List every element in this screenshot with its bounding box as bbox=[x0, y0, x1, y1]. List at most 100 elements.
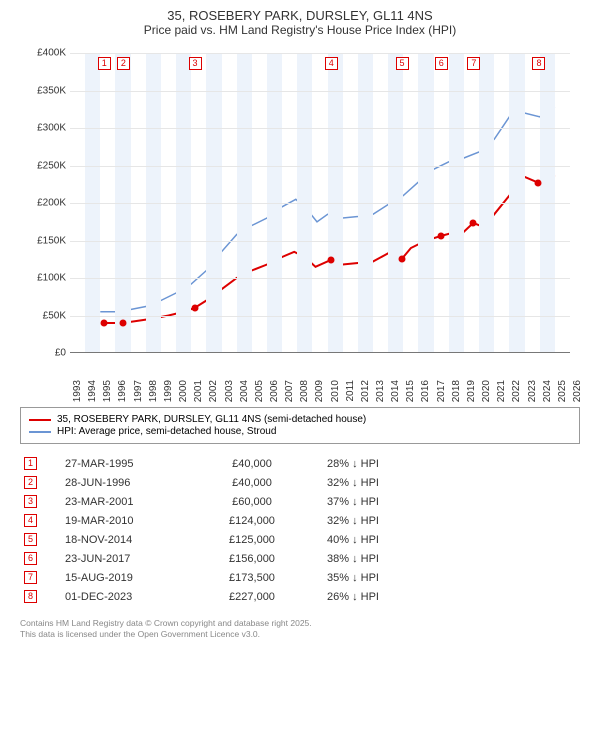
row-marker: 4 bbox=[24, 514, 37, 527]
title-subtitle: Price paid vs. HM Land Registry's House … bbox=[10, 23, 590, 37]
sales-table: 127-MAR-1995£40,00028% ↓ HPI 228-JUN-1996… bbox=[20, 454, 580, 606]
row-diff: 37% ↓ HPI bbox=[317, 496, 447, 508]
x-axis-label: 2006 bbox=[269, 380, 280, 402]
table-row: 715-AUG-2019£173,50035% ↓ HPI bbox=[20, 568, 580, 587]
row-marker: 8 bbox=[24, 590, 37, 603]
legend-item-hpi: HPI: Average price, semi-detached house,… bbox=[29, 426, 571, 437]
x-axis-label: 1993 bbox=[72, 380, 83, 402]
x-axis-label: 2021 bbox=[496, 380, 507, 402]
x-axis-label: 2024 bbox=[542, 380, 553, 402]
x-axis-label: 2013 bbox=[375, 380, 386, 402]
sale-datapoint bbox=[398, 256, 405, 263]
x-axis-label: 2026 bbox=[572, 380, 583, 402]
sale-datapoint bbox=[119, 320, 126, 327]
row-marker: 2 bbox=[24, 476, 37, 489]
row-date: 27-MAR-1995 bbox=[37, 458, 187, 470]
x-axis-label: 2017 bbox=[436, 380, 447, 402]
legend-swatch-blue bbox=[29, 431, 51, 433]
row-price: £60,000 bbox=[187, 496, 317, 508]
row-price: £124,000 bbox=[187, 515, 317, 527]
row-diff: 32% ↓ HPI bbox=[317, 477, 447, 489]
sale-datapoint bbox=[327, 257, 334, 264]
row-date: 18-NOV-2014 bbox=[37, 534, 187, 546]
y-gridline bbox=[70, 278, 570, 279]
x-axis-label: 1994 bbox=[87, 380, 98, 402]
y-axis-label: £350K bbox=[20, 85, 66, 96]
y-axis-label: £0 bbox=[20, 348, 66, 359]
legend: 35, ROSEBERY PARK, DURSLEY, GL11 4NS (se… bbox=[20, 407, 580, 444]
x-axis-label: 2012 bbox=[360, 380, 371, 402]
y-gridline bbox=[70, 203, 570, 204]
footer-copyright: Contains HM Land Registry data © Crown c… bbox=[20, 618, 580, 629]
y-axis-label: £250K bbox=[20, 160, 66, 171]
x-axis-label: 2005 bbox=[254, 380, 265, 402]
row-date: 28-JUN-1996 bbox=[37, 477, 187, 489]
y-axis-label: £50K bbox=[20, 310, 66, 321]
x-axis-label: 2011 bbox=[345, 380, 356, 402]
x-axis-label: 2025 bbox=[557, 380, 568, 402]
row-price: £156,000 bbox=[187, 553, 317, 565]
table-row: 801-DEC-2023£227,00026% ↓ HPI bbox=[20, 587, 580, 606]
x-axis-label: 2001 bbox=[193, 380, 204, 402]
sale-marker: 6 bbox=[435, 57, 448, 70]
row-diff: 28% ↓ HPI bbox=[317, 458, 447, 470]
sale-datapoint bbox=[100, 320, 107, 327]
row-marker: 1 bbox=[24, 457, 37, 470]
y-gridline bbox=[70, 241, 570, 242]
y-gridline bbox=[70, 316, 570, 317]
sale-marker: 3 bbox=[189, 57, 202, 70]
plot-area: 12345678 bbox=[70, 53, 570, 353]
y-axis-label: £300K bbox=[20, 123, 66, 134]
row-marker: 5 bbox=[24, 533, 37, 546]
x-axis-label: 2019 bbox=[466, 380, 477, 402]
row-marker: 6 bbox=[24, 552, 37, 565]
sale-datapoint bbox=[191, 305, 198, 312]
x-axis-label: 1997 bbox=[133, 380, 144, 402]
x-axis-label: 2022 bbox=[511, 380, 522, 402]
row-diff: 32% ↓ HPI bbox=[317, 515, 447, 527]
y-gridline bbox=[70, 91, 570, 92]
table-row: 623-JUN-2017£156,00038% ↓ HPI bbox=[20, 549, 580, 568]
row-price: £40,000 bbox=[187, 458, 317, 470]
row-price: £227,000 bbox=[187, 591, 317, 603]
x-axis-label: 1998 bbox=[148, 380, 159, 402]
sale-marker: 2 bbox=[117, 57, 130, 70]
row-date: 15-AUG-2019 bbox=[37, 572, 187, 584]
legend-item-price-paid: 35, ROSEBERY PARK, DURSLEY, GL11 4NS (se… bbox=[29, 414, 571, 425]
row-date: 19-MAR-2010 bbox=[37, 515, 187, 527]
x-axis-label: 2009 bbox=[314, 380, 325, 402]
footer: Contains HM Land Registry data © Crown c… bbox=[20, 618, 580, 640]
row-marker: 3 bbox=[24, 495, 37, 508]
x-axis-label: 2018 bbox=[451, 380, 462, 402]
legend-swatch-red bbox=[29, 419, 51, 421]
y-gridline bbox=[70, 166, 570, 167]
x-axis-label: 2004 bbox=[239, 380, 250, 402]
chart: 12345678 £0£50K£100K£150K£200K£250K£300K… bbox=[20, 43, 580, 403]
y-axis-label: £400K bbox=[20, 48, 66, 59]
x-axis-label: 1996 bbox=[117, 380, 128, 402]
sale-marker: 1 bbox=[98, 57, 111, 70]
x-axis-label: 2023 bbox=[527, 380, 538, 402]
chart-container: 35, ROSEBERY PARK, DURSLEY, GL11 4NS Pri… bbox=[0, 0, 600, 650]
sale-datapoint bbox=[535, 179, 542, 186]
sale-marker: 5 bbox=[396, 57, 409, 70]
row-date: 23-JUN-2017 bbox=[37, 553, 187, 565]
y-gridline bbox=[70, 128, 570, 129]
row-marker: 7 bbox=[24, 571, 37, 584]
table-row: 127-MAR-1995£40,00028% ↓ HPI bbox=[20, 454, 580, 473]
title-address: 35, ROSEBERY PARK, DURSLEY, GL11 4NS bbox=[10, 8, 590, 23]
x-axis-label: 2002 bbox=[208, 380, 219, 402]
footer-licence: This data is licensed under the Open Gov… bbox=[20, 629, 580, 640]
x-axis-label: 2000 bbox=[178, 380, 189, 402]
x-axis-label: 2010 bbox=[330, 380, 341, 402]
x-axis-label: 2007 bbox=[284, 380, 295, 402]
x-axis-label: 2014 bbox=[390, 380, 401, 402]
x-axis-label: 1999 bbox=[163, 380, 174, 402]
row-date: 01-DEC-2023 bbox=[37, 591, 187, 603]
row-price: £40,000 bbox=[187, 477, 317, 489]
row-diff: 26% ↓ HPI bbox=[317, 591, 447, 603]
y-axis-label: £100K bbox=[20, 273, 66, 284]
x-axis-label: 2020 bbox=[481, 380, 492, 402]
row-price: £173,500 bbox=[187, 572, 317, 584]
row-diff: 38% ↓ HPI bbox=[317, 553, 447, 565]
